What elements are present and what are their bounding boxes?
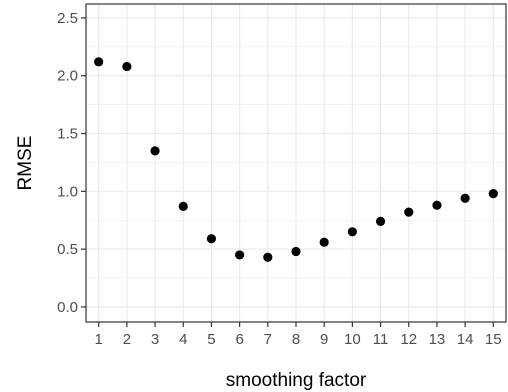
y-tick-label: 2.5 (57, 10, 78, 27)
x-tick-label: 15 (485, 331, 502, 348)
y-tick-label: 0.0 (57, 299, 78, 316)
data-point (319, 237, 329, 247)
data-point (460, 193, 470, 203)
data-point (432, 200, 442, 210)
x-tick-label: 7 (264, 331, 272, 348)
x-tick-label: 2 (123, 331, 131, 348)
data-point (178, 201, 188, 211)
x-tick-label: 11 (373, 331, 389, 348)
x-tick-label: 5 (207, 331, 215, 348)
x-tick-label: 9 (320, 331, 328, 348)
x-tick-label: 13 (429, 331, 446, 348)
y-axis: 0.0 0.5 1.0 1.5 2.0 2.5 (57, 10, 86, 316)
data-point (206, 234, 217, 244)
x-tick-label: 6 (235, 331, 243, 348)
y-axis-title: RMSE (15, 136, 36, 191)
major-grid (86, 4, 506, 322)
data-point (291, 246, 301, 257)
y-tick-label: 2.0 (57, 68, 78, 85)
x-tick-label: 10 (344, 331, 361, 348)
x-axis-title: smoothing factor (226, 370, 367, 391)
y-tick-label: 1.5 (57, 126, 78, 143)
x-tick-label: 3 (151, 331, 159, 348)
data-point (122, 61, 132, 72)
data-point (375, 216, 386, 226)
x-tick-label: 14 (457, 331, 474, 348)
x-tick-label: 8 (292, 331, 300, 348)
data-point (404, 207, 414, 217)
data-point (235, 250, 245, 260)
x-tick-label: 12 (400, 331, 417, 348)
data-point (150, 146, 160, 156)
x-tick-label: 4 (179, 331, 187, 348)
data-point (488, 189, 498, 199)
data-point (263, 252, 273, 262)
x-axis: 1 2 3 4 5 6 7 8 9 10 11 12 13 14 15 (95, 322, 502, 348)
x-tick-label: 1 (95, 331, 103, 348)
data-point (94, 57, 104, 67)
data-point (347, 227, 357, 237)
y-tick-label: 1.0 (57, 183, 78, 200)
y-tick-label: 0.5 (57, 241, 78, 258)
data-points (94, 57, 498, 262)
